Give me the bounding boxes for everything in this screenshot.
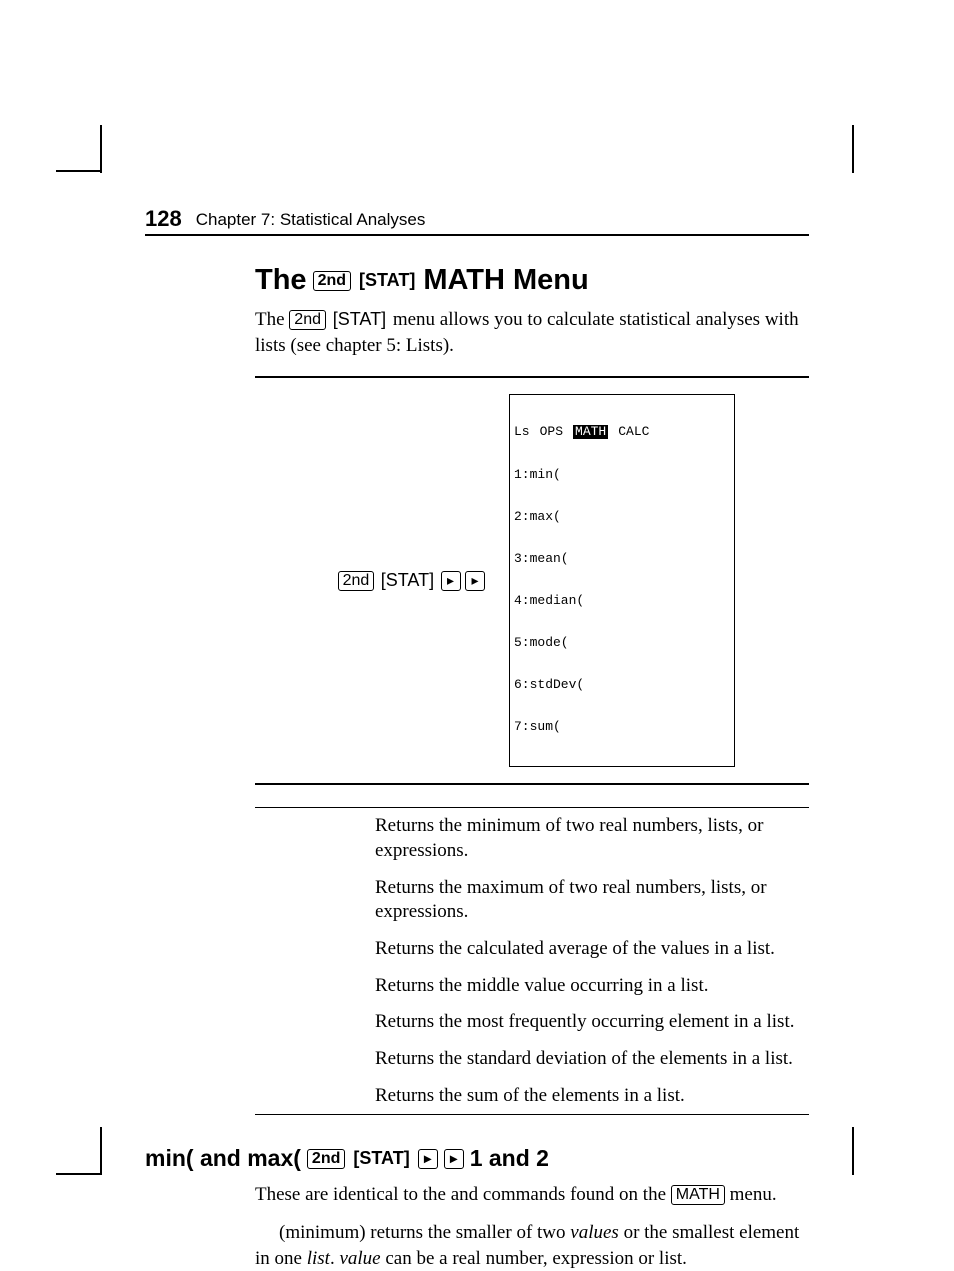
paragraph: These are identical to the and commands … [255,1182,809,1208]
key-math: MATH [671,1185,725,1205]
text: (minimum) returns the smaller of two [279,1222,570,1243]
chapter-title: Chapter 7: Statistical Analyses [196,210,426,230]
calc-tab: OPS [540,425,563,439]
text: value [339,1248,380,1269]
calc-line: 6:stdDev( [514,678,730,692]
crop-mark [100,125,102,173]
keypress-sequence: 2nd [STAT] ▸ ▸ [255,568,509,593]
func-desc: Returns the minimum of two real numbers,… [375,814,809,863]
right-arrow-key: ▸ [444,1149,464,1169]
table-row: Returns the middle value occurring in a … [255,968,809,1005]
h2-post: 1 and 2 [470,1145,549,1172]
key-stat: [STAT] [381,570,434,590]
calc-line: 5:mode( [514,636,730,650]
table-row: Returns the calculated average of the va… [255,931,809,968]
heading-1: The 2nd [STAT] MATH Menu [255,264,809,297]
heading-2: min( and max( 2nd [STAT] ▸ ▸ 1 and 2 [145,1145,809,1172]
text: menu. [725,1184,777,1205]
key-2nd: 2nd [313,271,351,291]
table-row: Returns the minimum of two real numbers,… [255,808,809,869]
calc-display: Ls OPS MATH CALC 1:min( 2:max( 3:mean( 4… [509,394,735,767]
func-desc: Returns the maximum of two real numbers,… [375,876,809,925]
crop-mark [100,1127,102,1175]
calc-screen: Ls OPS MATH CALC 1:min( 2:max( 3:mean( 4… [509,394,735,767]
content: 128 Chapter 7: Statistical Analyses The … [145,208,809,1271]
table-row: Returns the most frequently occurring el… [255,1004,809,1041]
calc-line: 3:mean( [514,552,730,566]
key-stat: [STAT] [359,270,415,291]
body2: These are identical to the and commands … [255,1182,809,1271]
right-arrow-key: ▸ [465,571,485,591]
calc-line: 1:min( [514,468,730,482]
key-stat: [STAT] [353,1148,409,1169]
key-stat: [STAT] [333,309,386,329]
text: commands found on the [483,1184,671,1205]
text: values [570,1222,619,1243]
text: and [451,1184,483,1205]
table-row: Returns the standard deviation of the el… [255,1041,809,1078]
func-desc: Returns the sum of the elements in a lis… [375,1084,809,1109]
text: These are identical to the [255,1184,451,1205]
running-head: 128 Chapter 7: Statistical Analyses [145,208,809,236]
crop-mark [56,1173,102,1175]
page: 128 Chapter 7: Statistical Analyses The … [0,0,954,1235]
function-table: Returns the minimum of two real numbers,… [255,807,809,1115]
text: can be a real number, expression or list… [381,1248,687,1269]
table-row: Returns the maximum of two real numbers,… [255,870,809,931]
key-2nd: 2nd [338,571,375,591]
text: list [307,1248,330,1269]
h2-pre: min( and max( [145,1145,301,1172]
calc-line: 4:median( [514,594,730,608]
calc-tab: CALC [618,425,649,439]
h1-post: MATH Menu [423,264,588,297]
text: The [255,309,289,330]
calc-line: 2:max( [514,510,730,524]
right-arrow-key: ▸ [441,571,461,591]
intro-paragraph: The 2nd [STAT] menu allows you to calcul… [255,307,809,358]
calc-tabs: Ls OPS MATH CALC [514,425,730,439]
table-row: Returns the sum of the elements in a lis… [255,1078,809,1115]
body: The 2nd [STAT] menu allows you to calcul… [255,307,809,1115]
crop-mark [56,170,102,172]
func-desc: Returns the most frequently occurring el… [375,1010,809,1035]
calc-tab: Ls [514,425,530,439]
key-2nd: 2nd [307,1149,345,1169]
right-arrow-key: ▸ [418,1149,438,1169]
calc-tab-active: MATH [573,425,608,439]
example-panel: 2nd [STAT] ▸ ▸ Ls OPS MATH CALC [255,376,809,785]
page-number: 128 [145,208,182,230]
paragraph: (minimum) returns the smaller of two val… [255,1220,809,1271]
func-desc: Returns the calculated average of the va… [375,937,809,962]
crop-mark [852,125,854,173]
panel-row: 2nd [STAT] ▸ ▸ Ls OPS MATH CALC [255,378,809,783]
crop-mark [852,1127,854,1175]
func-desc: Returns the standard deviation of the el… [375,1047,809,1072]
calc-line: 7:sum( [514,720,730,734]
key-2nd: 2nd [289,310,326,330]
h1-pre: The [255,264,307,297]
text: . [330,1248,340,1269]
func-desc: Returns the middle value occurring in a … [375,974,809,999]
